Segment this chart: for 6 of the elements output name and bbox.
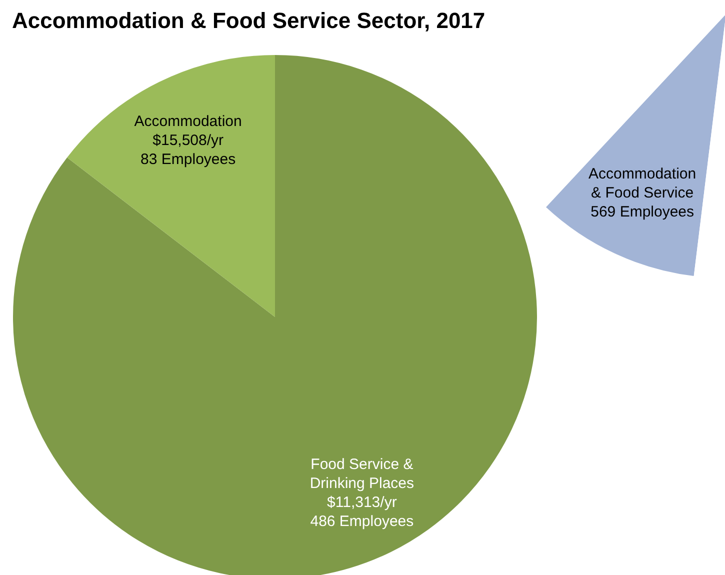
data-label: $11,313/yr 486 Employees [310, 494, 414, 530]
data-label: $15,508/yr 83 Employees [140, 132, 236, 168]
slice-label: Accommodation [134, 112, 242, 130]
chart-title: Accommodation & Food Service Sector, 2017 [12, 8, 486, 34]
slice-label: Accommodation & Food Service 569 Employees [588, 166, 696, 221]
slice-label: Food Service & Drinking Places [310, 456, 414, 492]
